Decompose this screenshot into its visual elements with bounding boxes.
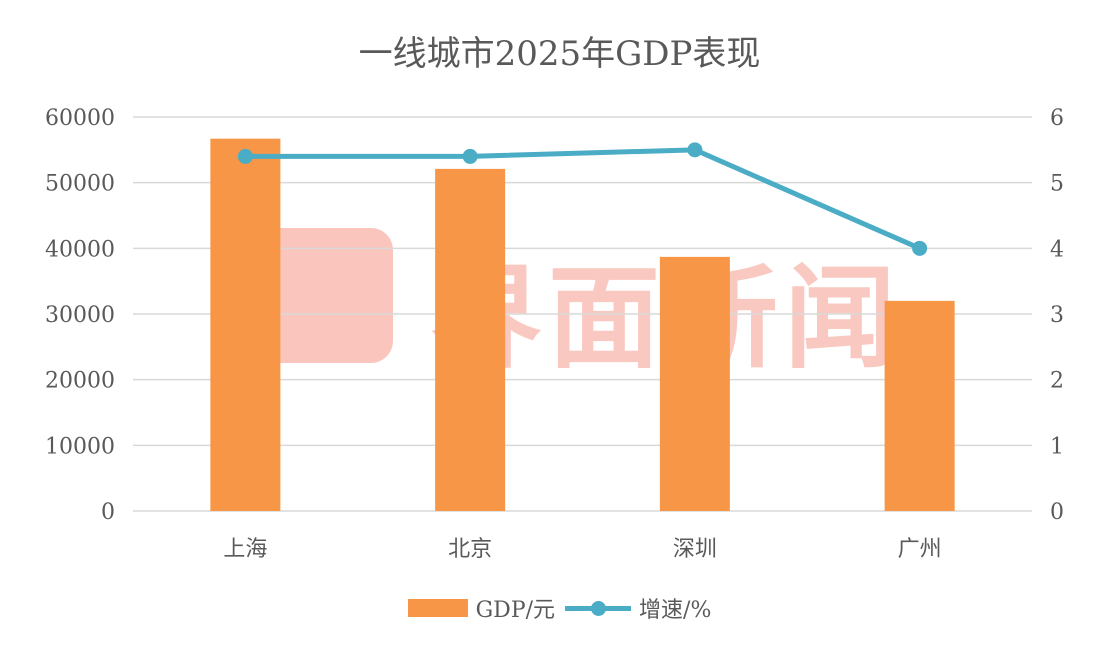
y-right-tick-label: 5 [1050,172,1064,197]
x-tick-label: 深圳 [673,537,717,562]
y-right-tick-label: 4 [1050,237,1064,262]
legend-item-growth: 增速/% [565,592,711,624]
legend: GDP/元 增速/% [0,592,1119,624]
chart-title: 一线城市2025年GDP表现 [358,34,761,74]
bar [884,300,955,511]
watermark-logo-icon [258,228,393,363]
y-right-tick-label: 3 [1050,303,1064,328]
growth-point [462,148,478,164]
y-left-tick-label: 0 [101,500,115,525]
bar [210,138,281,512]
x-tick-label: 广州 [898,537,942,562]
y-left-tick-label: 40000 [45,237,115,262]
x-tick-label: 北京 [448,537,492,562]
y-left-tick-label: 10000 [45,434,115,459]
growth-point [237,148,253,164]
bar [659,256,730,511]
legend-label-growth: 增速/% [639,598,712,623]
legend-bar-swatch [407,599,468,617]
growth-point [912,240,928,256]
y-left-tick-label: 20000 [45,369,115,394]
growth-point [687,142,703,158]
y-right-tick-label: 2 [1050,369,1064,394]
y-right-tick-label: 6 [1050,106,1064,131]
y-left-tick-label: 60000 [45,106,115,131]
y-right-tick-label: 1 [1050,434,1064,459]
legend-item-gdp: GDP/元 [407,592,556,624]
y-left-tick-label: 50000 [45,172,115,197]
legend-label-gdp: GDP/元 [475,598,556,623]
y-left-tick-label: 30000 [45,303,115,328]
y-right-tick-label: 0 [1050,500,1064,525]
x-tick-label: 上海 [223,537,267,562]
bar [435,168,506,512]
growth-line [245,147,921,251]
legend-line-swatch [565,598,632,618]
